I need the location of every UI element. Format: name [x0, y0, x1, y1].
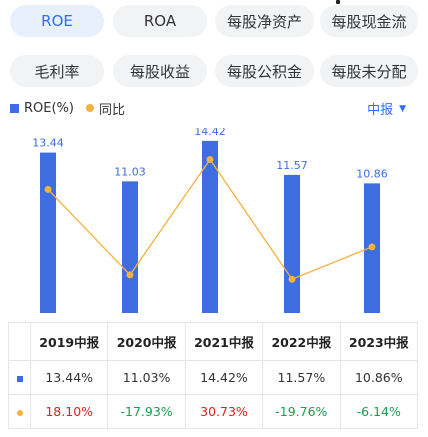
bar-2021中报	[202, 140, 218, 313]
period-select[interactable]: 中报 ▼	[367, 99, 406, 118]
table-cell: 13.44%	[29, 360, 109, 395]
yoy-point-2020中报	[126, 271, 134, 279]
bar-value-label: 10.86	[356, 167, 388, 180]
table-cell: -19.76%	[262, 394, 341, 429]
table-header-cell: 2021中报	[184, 322, 264, 361]
yoy-point-2023中报	[368, 243, 376, 251]
table-header-cell: 2020中报	[107, 322, 186, 361]
tab-cash-flow-per-share[interactable]: 每股现金流	[320, 5, 418, 37]
table-cell: -6.14%	[339, 394, 419, 429]
bar-value-label: 11.57	[276, 159, 308, 172]
table-corner-cell	[8, 322, 31, 361]
chevron-down-icon: ▼	[399, 103, 406, 114]
bar-2022中报	[284, 174, 300, 313]
table-cell: -17.93%	[107, 394, 186, 429]
period-select-label: 中报	[367, 103, 394, 118]
table-cell: 11.57%	[262, 360, 341, 395]
yoy-point-2022中报	[288, 275, 296, 283]
metric-tabs-row-2: 毛利率 每股收益 每股公积金 每股未分配	[0, 55, 428, 91]
table-cell: 14.42%	[184, 360, 264, 395]
bar-2020中报	[122, 181, 138, 313]
metric-tabs-row-1: ROE ROA 每股净资产 每股现金流	[0, 5, 428, 41]
table-cell: 30.73%	[184, 394, 264, 429]
table-row-marker	[8, 394, 31, 429]
tab-capital-reserve-per-share[interactable]: 每股公积金	[215, 55, 314, 87]
roe-chart: 13.44 11.03 14.42 11.57 10.86	[32, 128, 388, 313]
tab-roe[interactable]: ROE	[10, 5, 104, 37]
tab-gross-margin[interactable]: 毛利率	[10, 55, 104, 87]
legend-line-swatch	[85, 104, 94, 112]
table-row-roe: 13.44% 11.03% 14.42% 11.57% 10.86%	[8, 360, 419, 395]
tab-net-asset-per-share[interactable]: 每股净资产	[215, 5, 314, 37]
table-cell: 11.03%	[107, 360, 186, 395]
table-row-marker	[8, 360, 31, 395]
bar-value-label: 11.03	[114, 165, 146, 178]
table-cell: 18.10%	[29, 394, 109, 429]
table-header-cell: 2023中报	[339, 322, 419, 361]
tab-eps[interactable]: 每股收益	[113, 55, 207, 87]
legend-line-label: 同比	[98, 102, 125, 118]
tab-undistributed-profit-per-share[interactable]: 每股未分配	[320, 55, 418, 87]
yoy-point-2021中报	[206, 155, 214, 163]
table-row-yoy: 18.10% -17.93% 30.73% -19.76% -6.14%	[8, 394, 419, 429]
bar-value-label: 13.44	[32, 137, 64, 150]
bar-2019中报	[40, 152, 56, 313]
table-header-cell: 2022中报	[262, 322, 341, 361]
table-header-cell: 2019中报	[29, 322, 109, 361]
line-series-marker-icon	[16, 410, 23, 416]
legend-bar-swatch	[10, 103, 19, 113]
tab-roa[interactable]: ROA	[113, 5, 207, 37]
bar-value-label: 14.42	[194, 128, 226, 138]
bar-series-marker-icon	[16, 376, 23, 382]
yoy-point-2019中报	[44, 185, 52, 193]
table-header-row: 2019中报 2020中报 2021中报 2022中报 2023中报	[8, 322, 419, 361]
data-table: 2019中报 2020中报 2021中报 2022中报 2023中报 13.44…	[8, 322, 419, 429]
legend-bar-label: ROE(%)	[24, 100, 74, 116]
chart-legend: ROE(%) 同比 中报 ▼	[10, 99, 418, 118]
table-cell: 10.86%	[339, 360, 419, 395]
scroll-indicator	[336, 0, 340, 4]
